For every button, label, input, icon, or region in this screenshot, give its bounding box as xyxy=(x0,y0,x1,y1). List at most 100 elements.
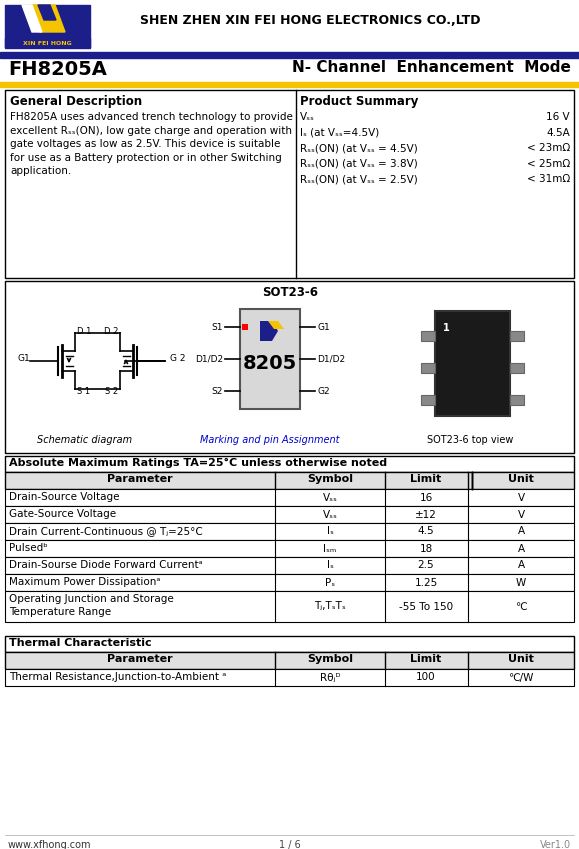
Bar xyxy=(510,363,524,373)
Text: 1: 1 xyxy=(443,323,450,333)
Text: 2.5: 2.5 xyxy=(417,560,434,571)
Text: Vₛₛ: Vₛₛ xyxy=(323,492,338,503)
Text: Ver1.0: Ver1.0 xyxy=(540,840,571,849)
Text: Symbol: Symbol xyxy=(307,654,353,664)
Bar xyxy=(5,489,574,506)
Text: Rθⱼᴰ: Rθⱼᴰ xyxy=(320,672,340,683)
Bar xyxy=(510,331,524,341)
Text: Schematic diagram: Schematic diagram xyxy=(38,435,133,445)
Text: < 23mΩ: < 23mΩ xyxy=(527,143,570,153)
Text: Absolute Maximum Ratings TA=25°C unless otherwise noted: Absolute Maximum Ratings TA=25°C unless … xyxy=(9,458,387,468)
Text: Thermal Resistance,Junction-to-Ambient ᵃ: Thermal Resistance,Junction-to-Ambient ᵃ xyxy=(9,672,226,682)
Bar xyxy=(5,669,574,686)
Text: Symbol: Symbol xyxy=(307,474,353,484)
Text: 16 V: 16 V xyxy=(547,112,570,122)
Bar xyxy=(5,574,574,591)
Bar xyxy=(510,395,524,405)
Text: G2: G2 xyxy=(317,386,329,396)
Text: < 25mΩ: < 25mΩ xyxy=(527,159,570,168)
Text: V: V xyxy=(518,509,525,520)
Text: FH8205A uses advanced trench technology to provide: FH8205A uses advanced trench technology … xyxy=(10,112,293,122)
Text: D 2: D 2 xyxy=(104,327,118,335)
Text: XIN FEI HONG: XIN FEI HONG xyxy=(23,41,71,46)
Text: SOT23-6 top view: SOT23-6 top view xyxy=(427,435,513,445)
Bar xyxy=(5,5,90,47)
Text: 1 / 6: 1 / 6 xyxy=(279,840,301,849)
Text: D1/D2: D1/D2 xyxy=(317,355,345,363)
Text: < 31mΩ: < 31mΩ xyxy=(527,174,570,184)
Text: S2: S2 xyxy=(212,386,223,396)
Bar xyxy=(5,90,574,278)
Text: Iₛₘ: Iₛₘ xyxy=(324,543,336,554)
Text: ±12: ±12 xyxy=(415,509,437,520)
Text: G1: G1 xyxy=(317,323,330,331)
Text: Pulsedᵇ: Pulsedᵇ xyxy=(9,543,47,553)
Text: Product Summary: Product Summary xyxy=(300,95,419,108)
Text: S 1: S 1 xyxy=(77,386,90,396)
Text: SHEN ZHEN XIN FEI HONG ELECTRONICS CO.,LTD: SHEN ZHEN XIN FEI HONG ELECTRONICS CO.,L… xyxy=(140,14,480,26)
Bar xyxy=(5,557,574,574)
Bar xyxy=(5,523,574,540)
Bar xyxy=(240,309,300,409)
Polygon shape xyxy=(22,5,42,32)
Text: V: V xyxy=(518,492,525,503)
Text: Parameter: Parameter xyxy=(107,474,173,484)
Text: Gate-Source Voltage: Gate-Source Voltage xyxy=(9,509,116,519)
Text: Limit: Limit xyxy=(411,654,442,664)
Text: Rₛₛ(ON) (at Vₛₛ = 2.5V): Rₛₛ(ON) (at Vₛₛ = 2.5V) xyxy=(300,174,418,184)
Bar xyxy=(5,506,574,523)
Text: Temperature Range: Temperature Range xyxy=(9,607,111,617)
Text: S1: S1 xyxy=(211,323,223,331)
Text: Rₛₛ(ON) (at Vₛₛ = 4.5V): Rₛₛ(ON) (at Vₛₛ = 4.5V) xyxy=(300,143,418,153)
Text: S 2: S 2 xyxy=(105,386,118,396)
Text: for use as a Battery protection or in other Switching: for use as a Battery protection or in ot… xyxy=(10,153,282,162)
Text: D 1: D 1 xyxy=(77,327,91,335)
Bar xyxy=(5,281,574,453)
Text: 4.5: 4.5 xyxy=(417,526,434,537)
Text: A: A xyxy=(518,543,525,554)
Text: Iₛ: Iₛ xyxy=(327,526,334,537)
Text: Unit: Unit xyxy=(508,474,534,484)
Text: 100: 100 xyxy=(416,672,436,683)
Text: gate voltages as low as 2.5V. This device is suitable: gate voltages as low as 2.5V. This devic… xyxy=(10,139,280,149)
Text: Marking and pin Assignment: Marking and pin Assignment xyxy=(200,435,340,445)
Text: Pₛ: Pₛ xyxy=(325,577,335,588)
Text: 4.5A: 4.5A xyxy=(546,127,570,138)
Polygon shape xyxy=(268,321,284,329)
Text: Parameter: Parameter xyxy=(107,654,173,664)
Text: W: W xyxy=(516,577,526,588)
Text: D1/D2: D1/D2 xyxy=(195,355,223,363)
Text: SOT23-6: SOT23-6 xyxy=(262,286,318,299)
Text: Vₛₛ: Vₛₛ xyxy=(323,509,338,520)
Bar xyxy=(5,636,574,652)
Bar xyxy=(0,82,579,87)
Text: A: A xyxy=(518,526,525,537)
Bar xyxy=(421,395,435,405)
Text: Unit: Unit xyxy=(508,654,534,664)
Text: 1.25: 1.25 xyxy=(415,577,438,588)
Text: 8205: 8205 xyxy=(243,354,297,373)
Bar xyxy=(5,456,574,472)
Bar xyxy=(5,652,574,669)
Text: FH8205A: FH8205A xyxy=(8,60,107,79)
Text: Maximum Power Dissipationᵃ: Maximum Power Dissipationᵃ xyxy=(9,577,160,587)
Text: ℃/W: ℃/W xyxy=(508,672,534,683)
Text: General Description: General Description xyxy=(10,95,142,108)
Bar xyxy=(435,311,510,416)
Text: Rₛₛ(ON) (at Vₛₛ = 3.8V): Rₛₛ(ON) (at Vₛₛ = 3.8V) xyxy=(300,159,418,168)
Text: Drain Current-Continuous @ Tⱼ=25°C: Drain Current-Continuous @ Tⱼ=25°C xyxy=(9,526,203,536)
Text: Tⱼ,TₛTₛ: Tⱼ,TₛTₛ xyxy=(314,601,346,611)
Text: N- Channel  Enhancement  Mode: N- Channel Enhancement Mode xyxy=(292,60,571,75)
Bar xyxy=(421,331,435,341)
Polygon shape xyxy=(38,5,56,20)
Text: 16: 16 xyxy=(419,492,433,503)
Text: www.xfhong.com: www.xfhong.com xyxy=(8,840,91,849)
Text: Drain-Sourse Diode Forward Currentᵃ: Drain-Sourse Diode Forward Currentᵃ xyxy=(9,560,203,570)
Text: G 2: G 2 xyxy=(170,353,185,363)
Text: Thermal Characteristic: Thermal Characteristic xyxy=(9,638,152,648)
Bar xyxy=(5,38,90,48)
Text: Drain-Source Voltage: Drain-Source Voltage xyxy=(9,492,119,502)
Text: application.: application. xyxy=(10,166,71,176)
Text: ℃: ℃ xyxy=(515,601,527,611)
Text: Limit: Limit xyxy=(411,474,442,484)
